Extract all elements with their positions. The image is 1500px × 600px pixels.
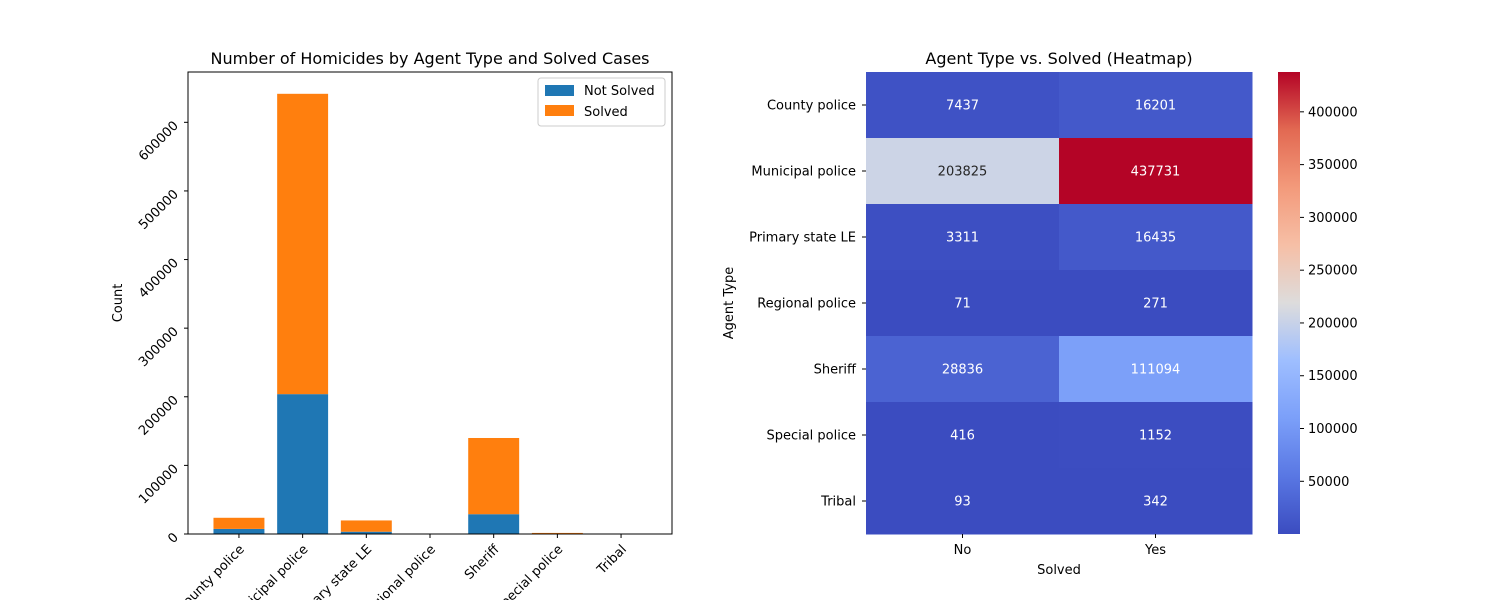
bar-y-tick-label: 0 xyxy=(165,530,181,546)
colorbar-tick-label: 300000 xyxy=(1308,211,1358,226)
heatmap-cell-county-police-yes xyxy=(1059,72,1253,139)
heatmap-x-axis-label: Solved xyxy=(1037,563,1081,578)
heatmap-cell-value: 416 xyxy=(950,429,975,444)
bar-primary-state-le-solved xyxy=(340,520,392,532)
heatmap-cell-sheriff-yes xyxy=(1059,336,1253,403)
bar-axes-frame xyxy=(187,71,673,535)
bar-y-tick-label: 600000 xyxy=(136,119,182,165)
heatmap-y-tick-label-municipal-police: Municipal police xyxy=(751,165,856,180)
heatmap-cell-value: 71 xyxy=(954,297,971,312)
heatmap-y-tick-label-primary-state-le: Primary state LE xyxy=(749,231,856,246)
legend-label-not-solved: Not Solved xyxy=(584,84,655,99)
bar-municipal-police-solved xyxy=(277,93,329,395)
heatmap-cell-value: 437731 xyxy=(1131,165,1181,180)
bar-sheriff-not-solved xyxy=(468,514,520,534)
heatmap-cell-value: 16435 xyxy=(1135,231,1176,246)
heatmap-y-tick-label-county-police: County police xyxy=(767,99,856,114)
heatmap-cell-special-police-no xyxy=(866,402,1060,469)
heatmap-cell-value: 28836 xyxy=(942,363,983,378)
heatmap-cell-value: 111094 xyxy=(1131,363,1181,378)
bar-legend: Not Solved Solved xyxy=(537,77,666,127)
bar-x-tick-label-sheriff: Sheriff xyxy=(462,541,503,582)
heatmap-title: Agent Type vs. Solved (Heatmap) xyxy=(925,49,1192,68)
colorbar-tick-label: 250000 xyxy=(1308,264,1358,279)
heatmap-x-tick-label-no: No xyxy=(954,543,972,558)
bar-x-tick-label-county-police: County police xyxy=(174,542,248,600)
bar-county-police-solved xyxy=(213,517,265,529)
bar-x-tick-label-tribal: Tribal xyxy=(594,542,630,578)
heatmap-cell-value: 1152 xyxy=(1139,429,1172,444)
heatmap-cell-regional-police-no xyxy=(866,270,1060,337)
heatmap-x-tick-label-yes: Yes xyxy=(1144,543,1166,558)
bar-county-police-not-solved xyxy=(213,528,265,534)
heatmap-cell-primary-state-le-no xyxy=(866,204,1060,271)
heatmap-y-tick-label-special-police: Special police xyxy=(766,429,856,444)
heatmap-cell-county-police-no xyxy=(866,72,1060,139)
heatmap-y-tick-label-tribal: Tribal xyxy=(820,495,856,510)
bar-y-tick-label: 500000 xyxy=(136,187,182,233)
heatmap-cell-value: 3311 xyxy=(946,231,979,246)
heatmap-cell-tribal-yes xyxy=(1059,468,1253,535)
bar-y-axis-label: Count xyxy=(111,284,126,323)
heatmap-cell-value: 342 xyxy=(1143,495,1168,510)
bar-y-tick-label: 400000 xyxy=(136,256,182,302)
colorbar-tick-label: 400000 xyxy=(1308,105,1358,120)
bar-x-tick-label-special-police: Special police xyxy=(492,542,566,600)
heatmap-y-tick-label-sheriff: Sheriff xyxy=(814,363,857,378)
heatmap-cell-special-police-yes xyxy=(1059,402,1253,469)
bar-primary-state-le-not-solved xyxy=(340,531,392,534)
bar-sheriff-solved xyxy=(468,437,520,515)
heatmap-cell-primary-state-le-yes xyxy=(1059,204,1253,271)
colorbar-tick-label: 50000 xyxy=(1308,475,1349,490)
heatmap-cell-value: 271 xyxy=(1143,297,1168,312)
heatmap-y-axis-label: Agent Type xyxy=(722,267,737,339)
bar-y-tick-label: 200000 xyxy=(136,393,182,439)
stacked-bar-chart: Number of Homicides by Agent Type and So… xyxy=(111,49,673,600)
heatmap-cell-value: 16201 xyxy=(1135,99,1176,114)
heatmap-cell-value: 203825 xyxy=(938,165,988,180)
heatmap-cell-tribal-no xyxy=(866,468,1060,535)
colorbar xyxy=(1278,72,1300,534)
colorbar-tick-label: 150000 xyxy=(1308,369,1358,384)
heatmap-cell-municipal-police-no xyxy=(866,138,1060,205)
bar-chart-title: Number of Homicides by Agent Type and So… xyxy=(211,49,650,68)
bar-y-tick-label: 100000 xyxy=(136,462,182,508)
bar-y-tick-label: 300000 xyxy=(136,324,182,370)
colorbar-tick-label: 350000 xyxy=(1308,158,1358,173)
bar-special-police-solved xyxy=(531,532,583,534)
heatmap-y-tick-label-regional-police: Regional police xyxy=(757,297,856,312)
colorbar-tick-label: 100000 xyxy=(1308,422,1358,437)
legend-label-solved: Solved xyxy=(584,105,628,120)
heatmap-cell-value: 93 xyxy=(954,495,971,510)
heatmap-cell-municipal-police-yes xyxy=(1059,138,1253,205)
legend-swatch-not-solved xyxy=(545,85,574,96)
heatmap-cell-value: 7437 xyxy=(946,99,979,114)
colorbar-tick-label: 200000 xyxy=(1308,316,1358,331)
heatmap-chart: Agent Type vs. Solved (Heatmap) 7437 1620… xyxy=(722,49,1358,578)
bar-municipal-police-not-solved xyxy=(277,394,329,534)
heatmap-cell-regional-police-yes xyxy=(1059,270,1253,337)
legend-swatch-solved xyxy=(545,105,574,116)
heatmap-cell-sheriff-no xyxy=(866,336,1060,403)
